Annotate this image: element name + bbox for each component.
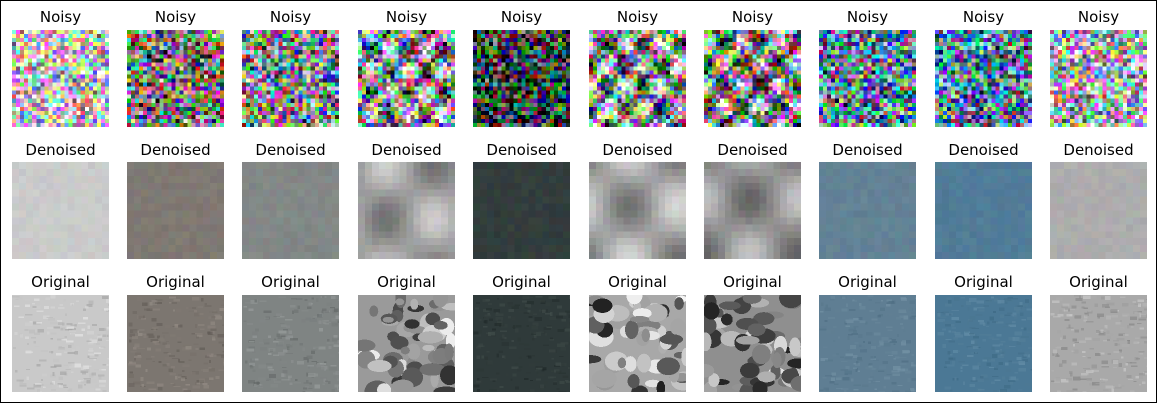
denoised-title: Denoised bbox=[140, 141, 211, 159]
noisy-texture-image bbox=[242, 30, 339, 127]
noisy-texture-image bbox=[935, 30, 1032, 127]
denoised-texture-image bbox=[12, 162, 109, 259]
original-title: Original bbox=[377, 273, 436, 291]
original-title: Original bbox=[261, 273, 320, 291]
noisy-texture-image bbox=[358, 30, 455, 127]
noisy-title: Noisy bbox=[616, 8, 659, 26]
denoised-texture-image bbox=[358, 162, 455, 259]
denoised-texture-image bbox=[1050, 162, 1147, 259]
noisy-texture-image bbox=[127, 30, 224, 127]
original-texture-image bbox=[12, 295, 109, 392]
denoised-title: Denoised bbox=[602, 141, 673, 159]
denoised-texture-image bbox=[242, 162, 339, 259]
original-title: Original bbox=[608, 273, 667, 291]
original-title: Original bbox=[954, 273, 1013, 291]
original-title: Original bbox=[146, 273, 205, 291]
noisy-title: Noisy bbox=[385, 8, 428, 26]
noisy-texture-image bbox=[1050, 30, 1147, 127]
denoised-title: Denoised bbox=[255, 141, 326, 159]
original-texture-image bbox=[242, 295, 339, 392]
original-texture-image bbox=[704, 295, 801, 392]
original-texture-image bbox=[473, 295, 570, 392]
denoised-texture-image bbox=[935, 162, 1032, 259]
original-title: Original bbox=[838, 273, 897, 291]
original-title: Original bbox=[1069, 273, 1128, 291]
denoised-title: Denoised bbox=[486, 141, 557, 159]
original-texture-image bbox=[819, 295, 916, 392]
original-title: Original bbox=[492, 273, 551, 291]
original-title: Original bbox=[723, 273, 782, 291]
denoised-texture-image bbox=[473, 162, 570, 259]
denoised-title: Denoised bbox=[1063, 141, 1134, 159]
denoised-texture-image bbox=[704, 162, 801, 259]
noisy-texture-image bbox=[589, 30, 686, 127]
noisy-title: Noisy bbox=[500, 8, 543, 26]
noisy-title: Noisy bbox=[269, 8, 312, 26]
noisy-texture-image bbox=[704, 30, 801, 127]
denoised-title: Denoised bbox=[832, 141, 903, 159]
noisy-title: Noisy bbox=[962, 8, 1005, 26]
original-texture-image bbox=[935, 295, 1032, 392]
original-texture-image bbox=[127, 295, 224, 392]
denoised-title: Denoised bbox=[371, 141, 442, 159]
denoised-texture-image bbox=[127, 162, 224, 259]
noisy-texture-image bbox=[819, 30, 916, 127]
original-texture-image bbox=[1050, 295, 1147, 392]
noisy-title: Noisy bbox=[39, 8, 82, 26]
noisy-title: Noisy bbox=[1077, 8, 1120, 26]
noisy-title: Noisy bbox=[154, 8, 197, 26]
denoised-title: Denoised bbox=[717, 141, 788, 159]
denoised-texture-image bbox=[819, 162, 916, 259]
noisy-title: Noisy bbox=[846, 8, 889, 26]
original-title: Original bbox=[31, 273, 90, 291]
denoised-texture-image bbox=[589, 162, 686, 259]
original-texture-image bbox=[589, 295, 686, 392]
noisy-texture-image bbox=[12, 30, 109, 127]
noisy-texture-image bbox=[473, 30, 570, 127]
denoised-title: Denoised bbox=[948, 141, 1019, 159]
original-texture-image bbox=[358, 295, 455, 392]
noisy-title: Noisy bbox=[731, 8, 774, 26]
denoised-title: Denoised bbox=[25, 141, 96, 159]
